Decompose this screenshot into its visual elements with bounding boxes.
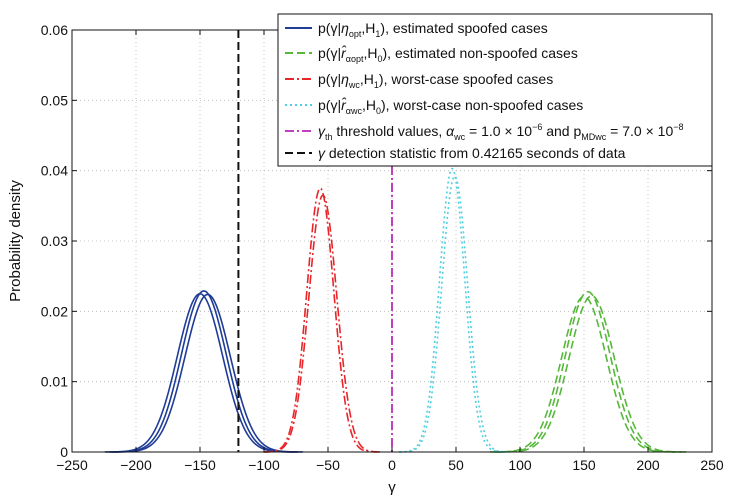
x-tick-label: 100 (508, 457, 532, 473)
legend-entry-estimated-spoofed: p(γ|ηopt,H1), estimated spoofed cases (318, 20, 548, 39)
curve-estimated-non-spoofed-cases (489, 295, 679, 453)
x-tick-label: −50 (316, 457, 340, 473)
y-axis-title: Probability density (7, 180, 24, 302)
y-tick-label: 0.04 (41, 163, 68, 179)
curve-estimated-spoofed-cases (109, 290, 298, 453)
x-tick-label: 200 (636, 457, 660, 473)
axis-ticks: −250 −200 −150 −100 −50 0 50 100 150 200 250 0 0.01 0… (41, 22, 724, 473)
y-tick-label: 0.03 (41, 233, 68, 249)
y-tick-label: 0.02 (41, 303, 68, 319)
legend-entry-detection-statistic: γ detection statistic from 0.42165 secon… (318, 145, 626, 161)
x-tick-label: −100 (248, 457, 280, 473)
x-tick-label: −200 (120, 457, 152, 473)
legend-box (277, 13, 713, 167)
y-tick-label: 0.06 (41, 22, 68, 38)
legend: p(γ|ηopt,H1), estimated spoofed cases p(… (277, 13, 713, 167)
curve-estimated-non-spoofed-cases (494, 290, 682, 453)
legend-entry-worst-case-non-spoofed: p(γ|r̂αwc,H0), worst-case non-spoofed ca… (318, 96, 583, 116)
x-axis-title: γ (388, 479, 396, 496)
y-tick-label: 0 (60, 444, 68, 460)
x-tick-label: 50 (448, 457, 464, 473)
x-tick-label: −250 (56, 457, 88, 473)
curve-estimated-spoofed-cases (112, 293, 303, 453)
x-tick-label: 150 (572, 457, 596, 473)
legend-entry-worst-case-spoofed: p(γ|ηwc,H1), worst-case spoofed cases (318, 71, 553, 90)
x-tick-label: −150 (184, 457, 216, 473)
x-tick-label: 0 (388, 457, 396, 473)
x-tick-label: 250 (700, 457, 724, 473)
legend-entry-estimated-non-spoofed: p(γ|r̂αopt,H0), estimated non-spoofed ca… (318, 44, 578, 64)
density-curves (104, 167, 687, 453)
legend-entry-threshold: γth threshold values, αwc = 1.0 × 10−6 a… (318, 122, 684, 142)
curve-worst-case-spoofed-cases (264, 194, 382, 453)
curve-worst-case-spoofed-cases (263, 187, 378, 453)
y-tick-label: 0.01 (41, 374, 68, 390)
curve-worst-case-non-spoofed-cases (398, 167, 506, 453)
curve-estimated-non-spoofed-cases (497, 295, 687, 453)
y-tick-label: 0.05 (41, 92, 68, 108)
